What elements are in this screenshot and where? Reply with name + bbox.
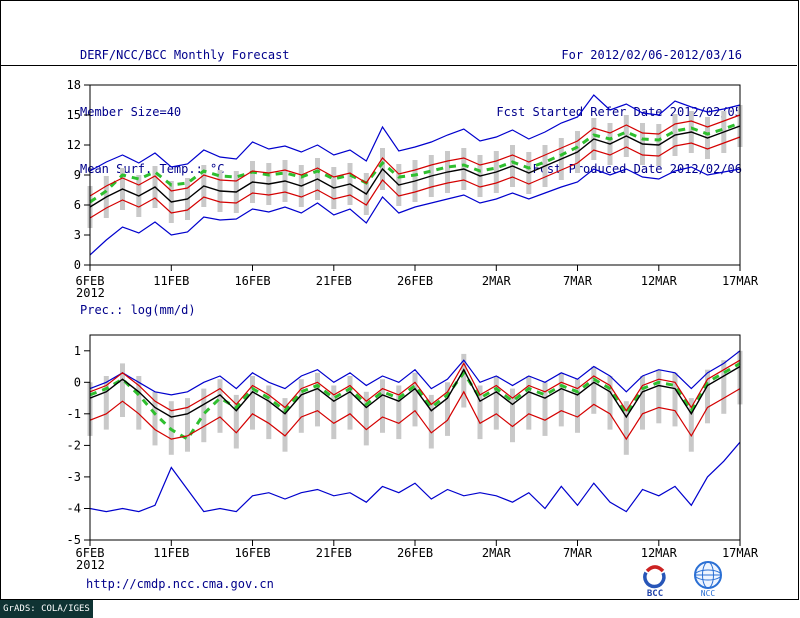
svg-text:2012: 2012 [76,558,105,572]
svg-text:2MAR: 2MAR [482,546,512,560]
svg-text:11FEB: 11FEB [153,546,189,560]
bcc-logo-text: BCC [647,589,663,598]
svg-text:26FEB: 26FEB [397,274,433,288]
svg-text:6FEB: 6FEB [76,546,105,560]
svg-text:9: 9 [74,168,81,182]
ncc-logo-text: NCC [701,589,716,598]
svg-text:1: 1 [74,344,81,358]
svg-text:2MAR: 2MAR [482,274,512,288]
svg-text:12MAR: 12MAR [641,274,678,288]
svg-text:-5: -5 [67,533,81,547]
svg-text:6FEB: 6FEB [76,274,105,288]
plot-border [0,0,799,600]
svg-text:-2: -2 [67,438,81,452]
svg-text:21FEB: 21FEB [316,546,352,560]
svg-text:16FEB: 16FEB [234,546,270,560]
svg-text:2012: 2012 [76,286,105,300]
bcc-logo-red-arc [645,565,665,573]
svg-text:-4: -4 [67,502,81,516]
grads-credit-box: GrADS: COLA/IGES [0,600,93,618]
bcc-logo-blue-arc [643,571,666,589]
svg-text:12: 12 [67,138,81,152]
header-divider [1,65,797,66]
source-url: http://cmdp.ncc.cma.gov.cn [86,577,274,591]
page-title: DERF/NCC/BCC Monthly Forecast [80,48,290,62]
svg-text:0: 0 [74,258,81,272]
svg-text:3: 3 [74,228,81,242]
svg-text:0: 0 [74,375,81,389]
svg-text:12MAR: 12MAR [641,546,678,560]
member-size-label: Member Size=40 [80,105,182,119]
svg-text:6: 6 [74,198,81,212]
svg-text:21FEB: 21FEB [316,274,352,288]
svg-text:26FEB: 26FEB [397,546,433,560]
svg-text:15: 15 [67,108,81,122]
bcc-logo: BCC [643,565,666,598]
svg-text:7MAR: 7MAR [563,546,593,560]
ncc-logo: NCC [694,561,722,598]
svg-text:-1: -1 [67,407,81,421]
grads-credit-text: GrADS: COLA/IGES [3,604,90,614]
header-right: For 2012/02/06-2012/03/16 Fcst Started R… [496,8,742,217]
svg-text:16FEB: 16FEB [234,274,270,288]
precipitation-chart-label: Prec.: log(mm/d) [80,303,196,317]
svg-text:11FEB: 11FEB [153,274,189,288]
forecast-range-label: For 2012/02/06-2012/03/16 [561,48,742,62]
svg-text:18: 18 [67,78,81,92]
svg-text:-3: -3 [67,470,81,484]
svg-text:17MAR: 17MAR [722,546,759,560]
svg-text:17MAR: 17MAR [722,274,759,288]
svg-text:7MAR: 7MAR [563,274,593,288]
